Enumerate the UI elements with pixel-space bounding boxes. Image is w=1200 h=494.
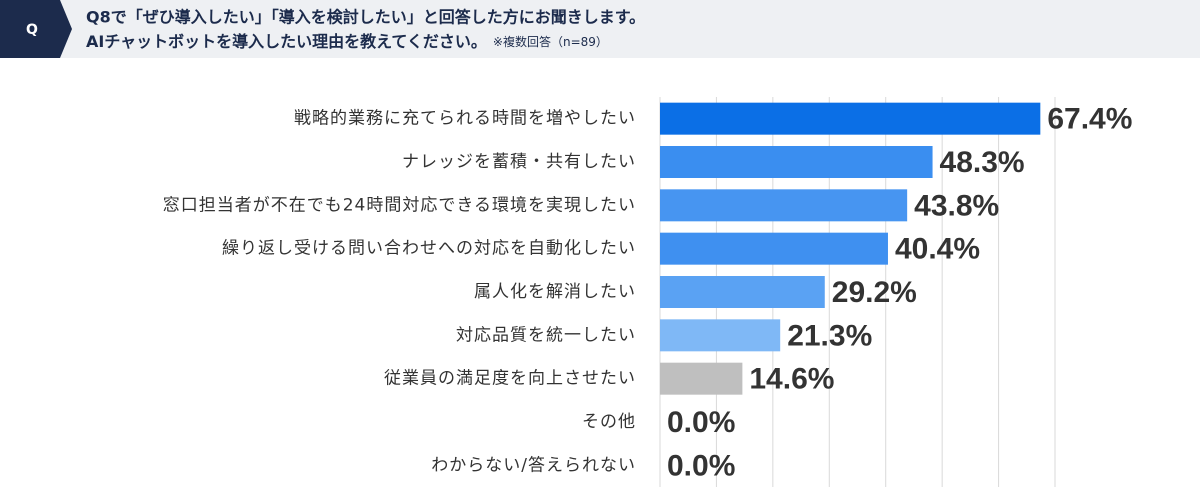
value-label: 0.0% [667, 449, 735, 482]
category-label: 戦略的業務に充てられる時間を増やしたい [294, 109, 636, 129]
value-label: 14.6% [749, 363, 834, 396]
value-label: 21.3% [787, 319, 872, 352]
category-label: ナレッジを蓄積・共有したい [402, 152, 636, 172]
value-label: 67.4% [1047, 103, 1132, 136]
badge-text: Q [26, 22, 38, 38]
question-text: AIチャットボットを導入したい理由を教えてください。 [86, 32, 487, 51]
bar [660, 319, 781, 352]
bar [660, 232, 888, 265]
category-label: わからない/答えられない [431, 455, 636, 475]
category-label: その他 [582, 412, 636, 432]
bar [660, 189, 908, 222]
question-note: ※複数回答（n=89） [493, 34, 608, 49]
value-label: 0.0% [667, 406, 735, 439]
category-label: 対応品質を統一したい [456, 325, 636, 345]
value-label: 40.4% [895, 233, 980, 266]
value-label: 43.8% [914, 189, 999, 222]
header-band [0, 0, 1200, 58]
question-line: AIチャットボットを導入したい理由を教えてください。 ※複数回答（n=89） [86, 32, 608, 51]
category-label: 繰り返し受ける問い合わせへの対応を自動化したい [222, 239, 636, 259]
q-badge [0, 0, 72, 58]
bar [660, 276, 825, 308]
value-label: 48.3% [940, 146, 1025, 179]
question-line: Q8で「ぜひ導入したい」「導入を検討したい」と回答した方にお聞きします。 [86, 8, 645, 27]
plot: 戦略的業務に充てられる時間を増やしたい 67.4% ナレッジを蓄積・共有したい 48.… [163, 97, 1132, 487]
category-label: 窓口担当者が不在でも24時間対応できる環境を実現したい [163, 195, 636, 215]
value-label: 29.2% [832, 276, 917, 309]
bar [660, 362, 743, 395]
bar [660, 146, 933, 178]
bar [660, 102, 1041, 135]
category-label: 属人化を解消したい [474, 282, 636, 302]
category-label: 従業員の満足度を向上させたい [384, 369, 636, 389]
